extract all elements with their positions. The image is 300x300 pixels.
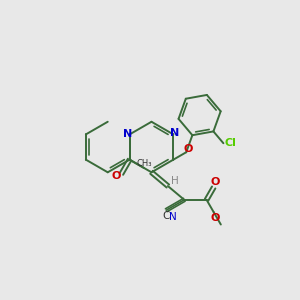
Text: CH₃: CH₃ xyxy=(136,159,152,168)
Text: C: C xyxy=(162,211,169,220)
Text: N: N xyxy=(169,212,177,222)
Text: O: O xyxy=(211,177,220,187)
Text: O: O xyxy=(210,213,220,223)
Text: Cl: Cl xyxy=(224,138,236,148)
Text: N: N xyxy=(170,128,179,138)
Text: O: O xyxy=(183,144,192,154)
Text: N: N xyxy=(124,129,133,140)
Text: O: O xyxy=(111,171,121,181)
Text: H: H xyxy=(170,176,178,186)
